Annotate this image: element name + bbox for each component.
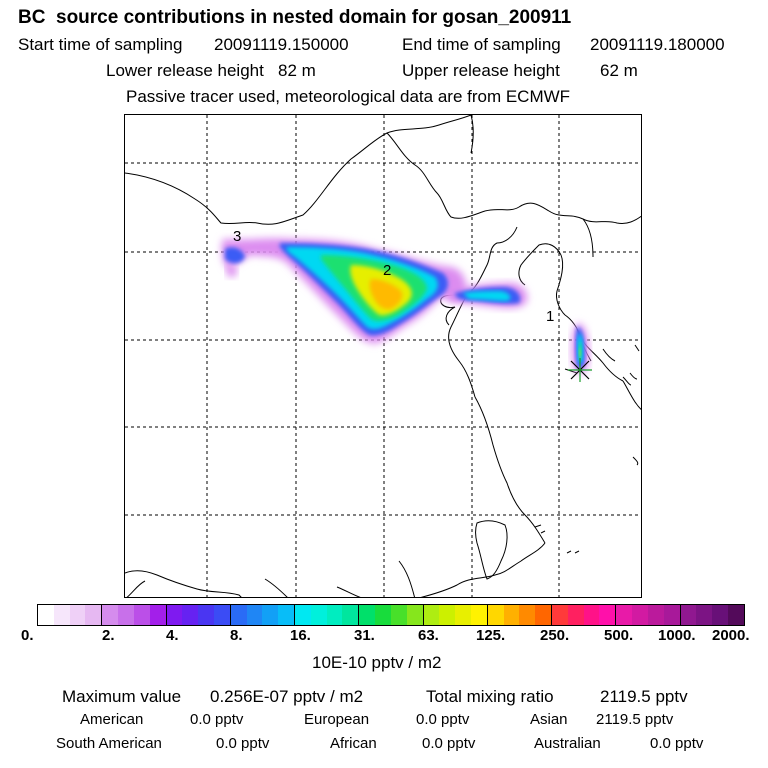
- colorbar-swatch: [696, 605, 713, 625]
- european-value: 0.0 pptv: [416, 711, 470, 728]
- colorbar-swatch: [53, 605, 70, 625]
- total-mixing-value: 2119.5 pptv: [600, 687, 688, 706]
- colorbar-swatch: [552, 605, 568, 625]
- colorbar: [37, 604, 745, 626]
- south-american-label: South American: [56, 735, 162, 752]
- colorbar-swatch: [567, 605, 584, 625]
- colorbar-unit-label: 10E-10 pptv / m2: [312, 653, 442, 672]
- end-time-label: End time of sampling: [402, 35, 561, 54]
- colorbar-swatch: [470, 605, 488, 625]
- upper-release-label: Upper release height: [402, 61, 560, 80]
- american-value: 0.0 pptv: [190, 711, 244, 728]
- colorbar-swatch: [38, 605, 54, 625]
- lower-release-value: 82 m: [278, 61, 316, 80]
- colorbar-swatch: [663, 605, 681, 625]
- colorbar-swatch: [727, 605, 744, 625]
- colorbar-swatch: [246, 605, 263, 625]
- australian-value: 0.0 pptv: [650, 735, 704, 752]
- colorbar-tick: 1000.: [658, 627, 696, 644]
- region-label-2: 2: [383, 262, 391, 279]
- start-time-value: 20091119.150000: [214, 35, 349, 54]
- colorbar-swatch: [198, 605, 214, 625]
- colorbar-swatch: [487, 605, 504, 625]
- african-label: African: [330, 735, 377, 752]
- colorbar-tick: 8.: [230, 627, 243, 644]
- african-value: 0.0 pptv: [422, 735, 476, 752]
- colorbar-swatch: [439, 605, 456, 625]
- map-panel: 3 2 1: [124, 114, 642, 598]
- south-american-value: 0.0 pptv: [216, 735, 270, 752]
- colorbar-swatch: [455, 605, 471, 625]
- receptor-marker-icon: [568, 358, 592, 382]
- max-value-label: Maximum value: [62, 687, 182, 706]
- colorbar-swatch: [295, 605, 311, 625]
- total-mixing-label: Total mixing ratio: [426, 687, 554, 706]
- colorbar-swatch: [149, 605, 167, 625]
- colorbar-tick: 31.: [354, 627, 375, 644]
- australian-label: Australian: [534, 735, 601, 752]
- colorbar-tick: 16.: [290, 627, 311, 644]
- max-value: 0.256E-07 pptv / m2: [210, 687, 364, 706]
- colorbar-swatch: [262, 605, 279, 625]
- end-time-value: 20091119.180000: [590, 35, 725, 54]
- start-time-label: Start time of sampling: [18, 35, 183, 54]
- colorbar-swatch: [85, 605, 103, 625]
- american-label: American: [80, 711, 144, 728]
- colorbar-swatch: [680, 605, 697, 625]
- colorbar-tick: 125.: [476, 627, 506, 644]
- colorbar-swatch: [583, 605, 600, 625]
- colorbar-swatch: [535, 605, 552, 625]
- source-contribution-plume: [221, 238, 589, 375]
- colorbar-swatch: [423, 605, 440, 625]
- colorbar-swatch: [599, 605, 617, 625]
- colorbar-swatch: [118, 605, 134, 625]
- lat-lon-grid: [125, 115, 641, 597]
- colorbar-swatch: [326, 605, 343, 625]
- colorbar-swatch: [213, 605, 231, 625]
- colorbar-swatch: [503, 605, 520, 625]
- colorbar-swatch: [278, 605, 295, 625]
- colorbar-swatch: [359, 605, 376, 625]
- map-title: BC source contributions in nested domain…: [18, 7, 572, 28]
- colorbar-tick: 2.: [102, 627, 115, 644]
- colorbar-tick: 0.: [21, 627, 34, 644]
- map-canvas: 3 2 1: [125, 115, 641, 597]
- colorbar-swatch: [406, 605, 424, 625]
- colorbar-tick: 4.: [166, 627, 179, 644]
- colorbar-swatch: [230, 605, 247, 625]
- asian-value: 2119.5 pptv: [596, 711, 674, 728]
- colorbar-swatch: [310, 605, 327, 625]
- colorbar-swatch: [342, 605, 360, 625]
- colorbar-swatch: [616, 605, 633, 625]
- colorbar-swatch: [69, 605, 86, 625]
- colorbar-swatch: [390, 605, 407, 625]
- european-label: European: [304, 711, 370, 728]
- colorbar-swatch: [375, 605, 391, 625]
- colorbar-swatch: [647, 605, 664, 625]
- asian-label: Asian: [530, 711, 568, 728]
- upper-release-value: 62 m: [600, 61, 638, 80]
- colorbar-swatch: [166, 605, 183, 625]
- region-label-1: 1: [546, 308, 554, 325]
- colorbar-swatch: [632, 605, 648, 625]
- colorbar-swatch: [133, 605, 150, 625]
- colorbar-swatch: [519, 605, 536, 625]
- colorbar-tick: 250.: [540, 627, 570, 644]
- tracer-note: Passive tracer used, meteorological data…: [126, 87, 571, 106]
- colorbar-swatch: [712, 605, 728, 625]
- colorbar-tick: 500.: [604, 627, 634, 644]
- region-label-3: 3: [233, 228, 241, 245]
- colorbar-tick: 63.: [418, 627, 439, 644]
- colorbar-tick: 2000.: [712, 627, 750, 644]
- colorbar-swatch: [182, 605, 199, 625]
- lower-release-label: Lower release height: [106, 61, 264, 80]
- colorbar-swatch: [102, 605, 119, 625]
